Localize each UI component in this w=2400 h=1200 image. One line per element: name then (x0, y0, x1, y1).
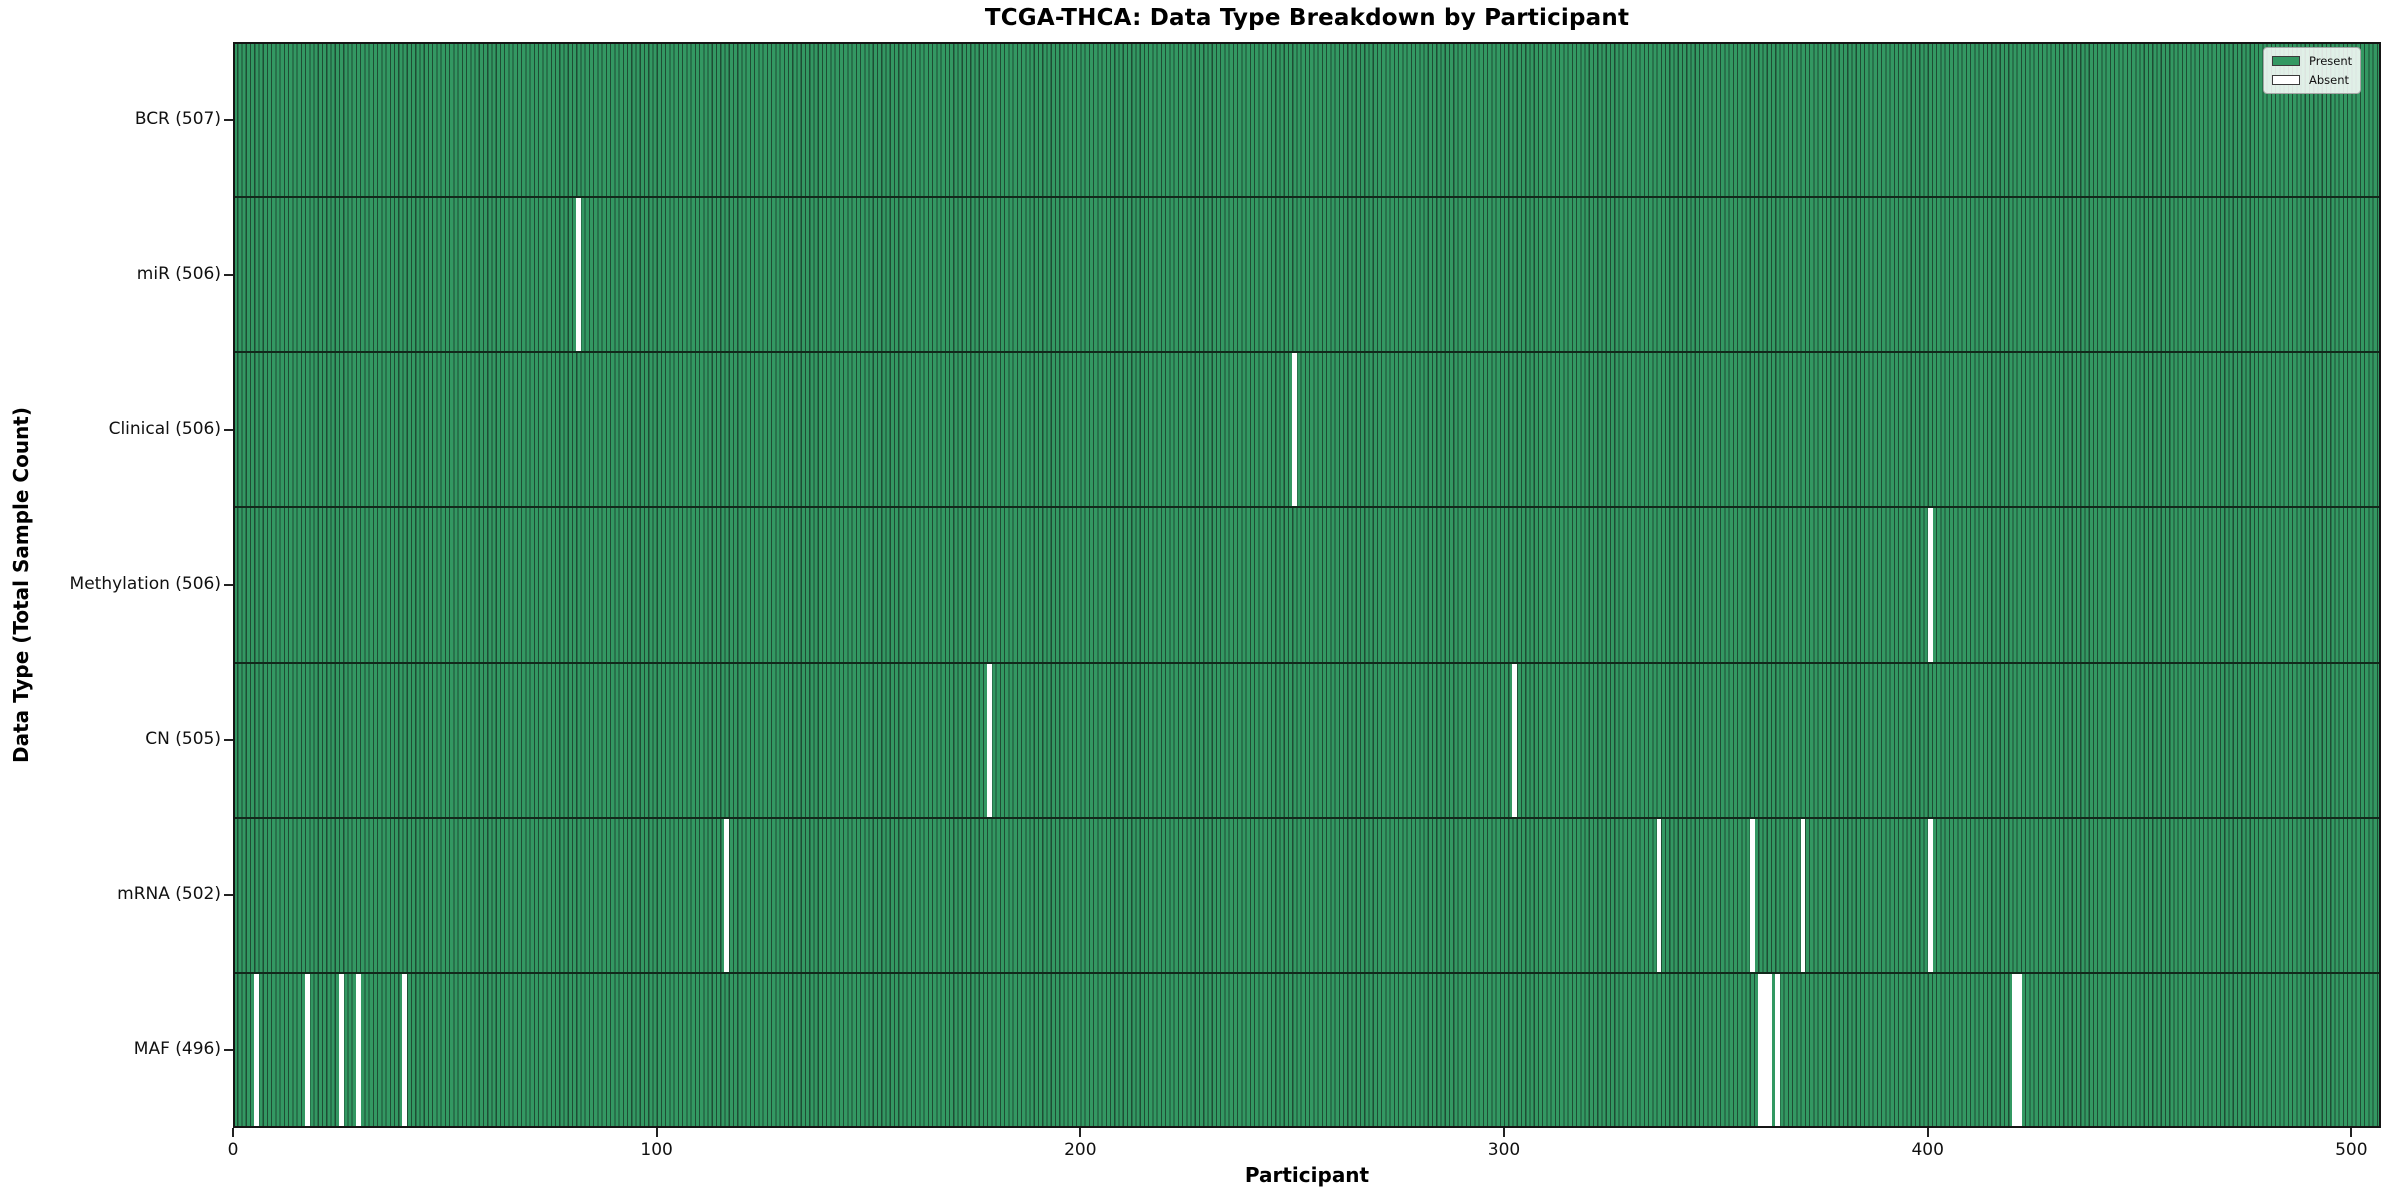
x-tick-label: 300 (1487, 1140, 1521, 1160)
row-boundary (233, 971, 2381, 974)
y-category-label-mir: miR (506) (136, 263, 221, 284)
row-bcr (233, 42, 2381, 198)
absent-gap-maf-420 (2012, 972, 2018, 1128)
x-tick-mark (1926, 1128, 1929, 1137)
y-category-label-bcr: BCR (507) (134, 108, 221, 129)
y-tick-mark (224, 118, 233, 121)
x-tick-label: 500 (2335, 1140, 2368, 1160)
legend-item-present: Present (2272, 55, 2352, 67)
plot-area (233, 42, 2381, 1128)
chart-title: TCGA-THCA: Data Type Breakdown by Partic… (984, 5, 1630, 31)
absent-gap-maf-362 (1766, 972, 1772, 1128)
x-tick-mark (655, 1128, 658, 1137)
row-boundary (233, 351, 2381, 354)
legend-label-present: Present (2309, 54, 2353, 68)
y-category-label-mrna: mRNA (502) (117, 884, 221, 905)
row-mir (233, 197, 2381, 353)
absent-gap-maf-29 (355, 972, 361, 1128)
y-tick-mark (224, 273, 233, 276)
row-clinical (233, 352, 2381, 508)
absent-gap-mrna-358 (1749, 817, 1755, 973)
x-tick-label: 400 (1911, 1140, 1944, 1160)
legend: Present Absent (2263, 47, 2361, 94)
x-tick-label: 0 (227, 1140, 239, 1160)
x-tick-label: 200 (1064, 1140, 1097, 1160)
x-tick-mark (1079, 1128, 1082, 1137)
x-axis-label: Participant (1244, 1163, 1370, 1187)
legend-swatch-absent-icon (2272, 75, 2300, 85)
x-tick-mark (232, 1128, 234, 1137)
absent-gap-maf-364 (1775, 972, 1781, 1128)
y-category-label-cn: CN (505) (145, 729, 221, 750)
row-boundary (233, 506, 2381, 509)
y-tick-mark (224, 428, 233, 431)
absent-gap-mrna-370 (1800, 817, 1806, 973)
x-tick-label: 100 (640, 1140, 673, 1160)
row-boundary (233, 196, 2381, 199)
absent-gap-methylation-400 (1927, 507, 1933, 663)
y-tick-mark (224, 894, 233, 897)
absent-gap-clinical-250 (1292, 352, 1298, 508)
row-methylation (233, 507, 2381, 663)
absent-gap-maf-25 (338, 972, 344, 1128)
row-maf (233, 972, 2381, 1128)
y-tick-mark (224, 584, 233, 586)
absent-gap-maf-40 (402, 972, 408, 1128)
absent-gap-cn-302 (1512, 662, 1518, 818)
absent-gap-cn-178 (987, 662, 993, 818)
y-category-label-methylation: Methylation (506) (69, 574, 221, 594)
x-tick-mark (1503, 1128, 1505, 1137)
y-tick-mark (224, 1049, 233, 1052)
x-tick-mark (2350, 1128, 2353, 1137)
row-boundary (233, 661, 2381, 664)
absent-gap-mir-81 (576, 197, 582, 353)
legend-label-absent: Absent (2309, 73, 2350, 87)
y-tick-mark (224, 739, 233, 742)
absent-gap-maf-360 (1758, 972, 1764, 1128)
absent-gap-maf-361 (1762, 972, 1768, 1128)
y-category-label-clinical: Clinical (506) (108, 418, 221, 439)
absent-gap-mrna-116 (724, 817, 730, 973)
legend-swatch-present-icon (2272, 56, 2300, 66)
row-mrna (233, 817, 2381, 973)
legend-item-absent: Absent (2272, 74, 2352, 86)
absent-gap-mrna-400 (1927, 817, 1933, 973)
absent-gap-maf-421 (2016, 972, 2022, 1128)
row-cn (233, 662, 2381, 818)
y-category-label-maf: MAF (496) (133, 1039, 221, 1060)
absent-gap-maf-5 (254, 972, 260, 1128)
row-boundary (233, 816, 2381, 819)
absent-gap-mrna-336 (1656, 817, 1662, 973)
absent-gap-maf-17 (305, 972, 310, 1128)
